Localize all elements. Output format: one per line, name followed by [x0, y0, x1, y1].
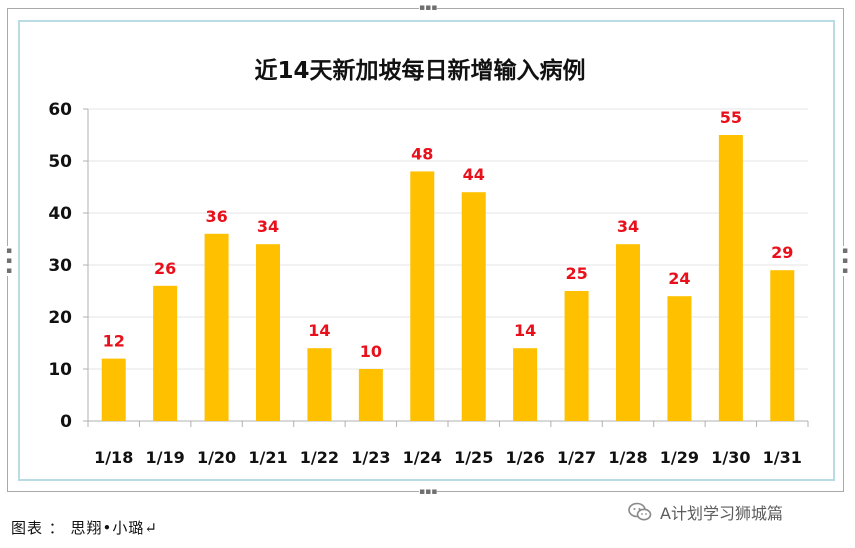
x-tick-label: 1/29 [660, 448, 699, 467]
bar-1-22 [307, 348, 332, 421]
tick-labels: 0 10 20 30 40 50 60 1/18 1/19 1/20 1/21 1/22 1/23 1/2… [48, 100, 802, 467]
data-label: 44 [463, 165, 485, 184]
y-tick-label: 0 [60, 412, 72, 432]
x-tick-label: 1/21 [248, 448, 287, 467]
figure-caption: 图表 ： 思翔•小璐↵ [11, 519, 158, 537]
x-tick-label: 1/25 [454, 448, 493, 467]
data-label: 10 [360, 342, 382, 361]
data-label: 14 [308, 321, 330, 340]
data-label: 48 [411, 144, 433, 163]
chart-title: 近14天新加坡每日新增输入病例 [254, 57, 585, 84]
x-tick-label: 1/18 [94, 448, 133, 467]
resize-handle-left[interactable]: ▪▪▪ [4, 246, 14, 276]
x-tick-label: 1/23 [351, 448, 390, 467]
chart-area-border [18, 20, 835, 481]
data-label: 12 [103, 332, 125, 351]
data-labels: 12 26 36 34 14 10 48 44 14 25 34 24 55 29 [103, 108, 794, 361]
x-tick-label: 1/31 [763, 448, 802, 467]
x-tick-label: 1/28 [608, 448, 647, 467]
x-tick-label: 1/30 [711, 448, 750, 467]
data-label: 25 [565, 264, 587, 283]
x-tick-label: 1/24 [403, 448, 442, 467]
data-label: 29 [771, 243, 793, 262]
watermark: A计划学习狮城篇 [628, 500, 783, 524]
bar-1-21 [256, 244, 280, 421]
bars [101, 135, 795, 421]
bar-1-19 [153, 285, 178, 421]
resize-handle-bottom[interactable]: ▪▪▪ [419, 487, 438, 497]
data-label: 14 [514, 321, 536, 340]
axes [83, 108, 809, 427]
data-label: 36 [205, 207, 227, 226]
y-tick-label: 50 [48, 152, 72, 172]
bar-1-27 [564, 291, 589, 421]
bar-1-31 [770, 270, 795, 421]
x-tick-label: 1/27 [557, 448, 596, 467]
bar-1-24 [410, 171, 435, 421]
y-tick-label: 40 [48, 204, 72, 224]
y-tick-label: 60 [48, 100, 72, 120]
y-tick-label: 20 [48, 308, 72, 328]
bar-1-18 [101, 358, 126, 421]
bar-1-20 [204, 233, 229, 421]
resize-handle-top[interactable]: ▪▪▪ [419, 3, 438, 13]
bar-1-26 [513, 348, 538, 421]
resize-handle-right[interactable]: ▪▪▪ [840, 246, 850, 276]
data-label: 55 [720, 108, 742, 127]
x-tick-label: 1/20 [197, 448, 236, 467]
data-label: 26 [154, 259, 176, 278]
watermark-text: A计划学习狮城篇 [660, 504, 783, 523]
bar-1-29 [667, 296, 692, 421]
wechat-icon [628, 502, 652, 521]
data-label: 34 [617, 217, 639, 236]
x-tick-label: 1/19 [146, 448, 185, 467]
bar-1-25 [461, 192, 486, 421]
bar-1-23 [358, 369, 383, 421]
data-label: 24 [668, 269, 690, 288]
y-tick-label: 30 [48, 256, 72, 276]
bar-1-30 [718, 135, 743, 421]
x-tick-label: 1/26 [506, 448, 545, 467]
y-tick-label: 10 [48, 360, 72, 380]
x-tick-label: 1/22 [300, 448, 339, 467]
data-label: 34 [257, 217, 279, 236]
grid-lines [88, 108, 808, 370]
bar-1-28 [616, 244, 640, 421]
